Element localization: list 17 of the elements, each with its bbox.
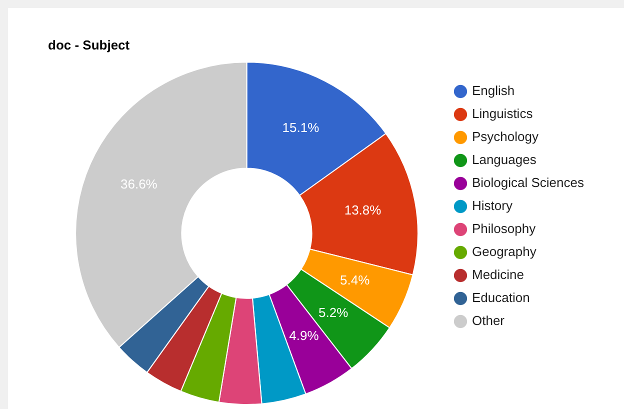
legend-label: Philosophy	[472, 221, 536, 236]
data-label: 5.4%	[340, 272, 370, 288]
chart-title: doc - Subject	[48, 37, 130, 52]
legend-label: History	[472, 198, 513, 214]
legend-label: Languages	[472, 152, 537, 168]
legend-label: English	[472, 83, 515, 98]
legend-label: Medicine	[472, 267, 524, 282]
legend-label: Biological Sciences	[472, 175, 584, 190]
data-label: 13.8%	[344, 202, 382, 218]
legend-label: Geography	[472, 244, 537, 260]
legend-label: Education	[472, 290, 530, 306]
legend-label: Other	[472, 313, 506, 328]
data-label: 15.1%	[282, 120, 320, 135]
legend-label: Linguistics	[472, 106, 534, 122]
legend-label: Psychology	[472, 129, 539, 144]
data-label: 5.2%	[318, 305, 349, 320]
data-label: 4.9%	[289, 328, 320, 344]
